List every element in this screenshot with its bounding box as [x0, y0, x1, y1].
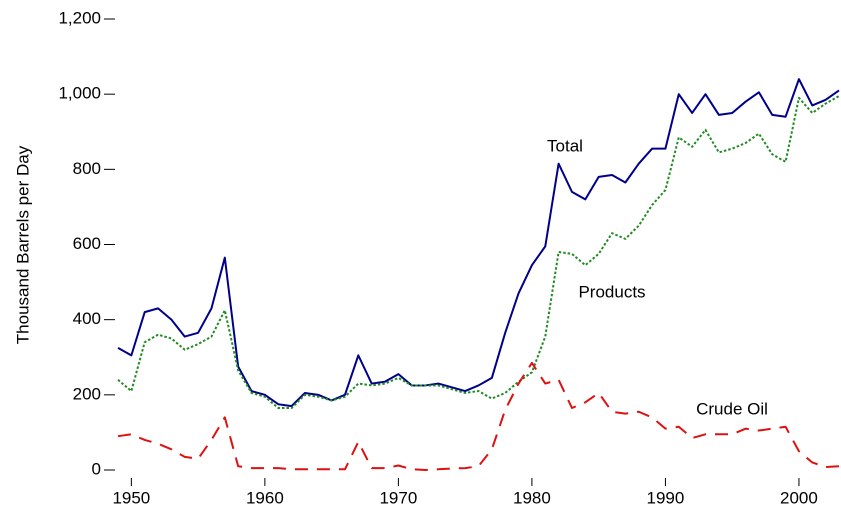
y-axis-label: Thousand Barrels per Day — [13, 145, 32, 344]
series-label: Products — [578, 282, 645, 301]
y-tick-label: 1,000 — [58, 84, 101, 103]
series-line — [117, 361, 840, 471]
series-line — [117, 95, 840, 409]
x-tick-label: 1950 — [112, 488, 150, 507]
y-tick-label: 200 — [73, 384, 101, 403]
x-tick-label: 1960 — [246, 488, 284, 507]
series-label: Total — [547, 136, 583, 155]
y-tick-label: 400 — [73, 309, 101, 328]
x-tick-label: 2000 — [780, 488, 818, 507]
x-tick-label: 1970 — [379, 488, 417, 507]
series-label: Crude Oil — [696, 399, 768, 418]
series-line — [117, 78, 840, 408]
y-tick-label: 0 — [92, 459, 101, 478]
y-tick-label: 600 — [73, 234, 101, 253]
y-tick-label: 1,200 — [58, 8, 101, 27]
x-tick-label: 1980 — [513, 488, 551, 507]
y-tick-label: 800 — [73, 159, 101, 178]
x-tick-label: 1990 — [647, 488, 685, 507]
